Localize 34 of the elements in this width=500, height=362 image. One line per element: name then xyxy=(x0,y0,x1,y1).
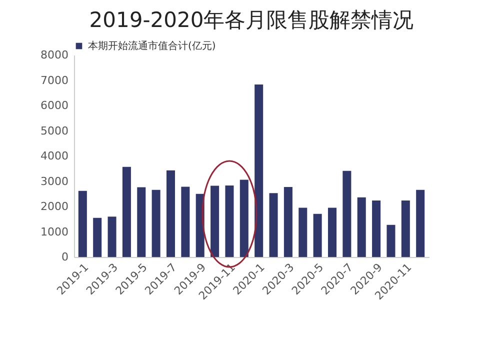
y-tick-label: 0 xyxy=(62,250,68,264)
bar xyxy=(342,170,352,257)
bar xyxy=(152,190,160,257)
y-tick-label: 6000 xyxy=(40,99,68,112)
bar xyxy=(108,216,116,257)
bar xyxy=(416,190,425,257)
bar xyxy=(137,187,146,257)
bar xyxy=(313,214,322,257)
bar xyxy=(328,208,337,257)
bar xyxy=(401,200,410,257)
y-tick-label: 4000 xyxy=(40,150,68,162)
bar xyxy=(269,193,278,257)
chart-title: 2019-2020年各月限售股解禁情况 xyxy=(89,8,414,32)
y-tick-label: 5000 xyxy=(40,124,68,138)
y-tick-label: 7000 xyxy=(40,74,68,87)
y-tick-label: 2000 xyxy=(40,200,68,213)
y-tick-label: 1000 xyxy=(40,225,68,238)
bar xyxy=(240,180,248,257)
bar xyxy=(284,187,292,257)
bar xyxy=(210,186,220,257)
bar xyxy=(357,197,366,257)
bar xyxy=(225,186,234,257)
bar xyxy=(386,224,396,257)
bar xyxy=(298,208,308,257)
legend-label: 本期开始流通市值合计(亿元) xyxy=(88,40,216,52)
bar xyxy=(93,218,102,257)
y-tick-label: 3000 xyxy=(40,174,68,188)
bar xyxy=(122,166,131,257)
y-tick-label: 8000 xyxy=(40,48,68,62)
bar xyxy=(372,200,381,257)
bar xyxy=(166,170,176,257)
bar xyxy=(78,190,87,257)
bar xyxy=(254,84,264,257)
bar xyxy=(181,186,190,257)
